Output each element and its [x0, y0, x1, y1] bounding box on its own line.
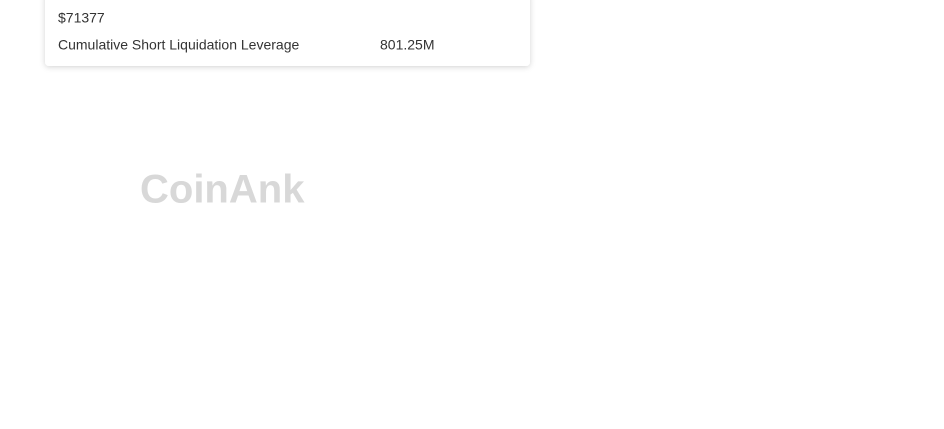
watermark: CoinAnk [140, 168, 305, 212]
tooltip-title: $71377 [58, 10, 105, 26]
tooltip: $71377 Cumulative Short Liquidation Leve… [45, 0, 530, 66]
tooltip-value: 801.25M [380, 37, 434, 53]
tooltip-series: Cumulative Short Liquidation Leverage [58, 37, 299, 53]
tooltip-box [45, 0, 530, 66]
